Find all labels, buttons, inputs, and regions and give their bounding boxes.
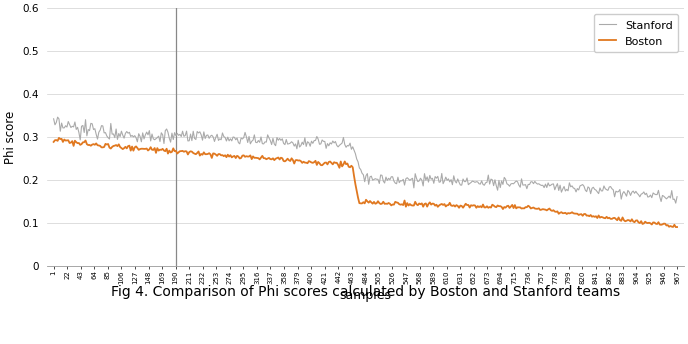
Boston [141,147,149,151]
Stanford [546,184,554,188]
Stanford [54,115,62,119]
Boston [80,140,88,144]
Stanford [80,130,88,135]
Stanford [671,201,680,205]
Stanford [288,140,296,144]
Boston [673,225,681,229]
Y-axis label: Phi score: Phi score [4,110,17,164]
Boston [50,140,58,144]
X-axis label: samples: samples [339,289,391,302]
Stanford [141,133,149,137]
Stanford [673,195,681,199]
Boston [55,136,63,140]
Text: Fig 4. Comparison of Phi scores calculated by Boston and Stanford teams: Fig 4. Comparison of Phi scores calculat… [111,285,620,299]
Boston [546,206,554,211]
Stanford [50,117,58,121]
Line: Boston: Boston [54,138,677,227]
Legend: Stanford, Boston: Stanford, Boston [594,14,678,52]
Stanford [176,132,184,137]
Boston [671,225,680,229]
Boston [288,156,296,160]
Stanford [403,176,411,180]
Boston [176,149,184,153]
Boston [403,201,411,205]
Line: Stanford: Stanford [54,117,677,203]
